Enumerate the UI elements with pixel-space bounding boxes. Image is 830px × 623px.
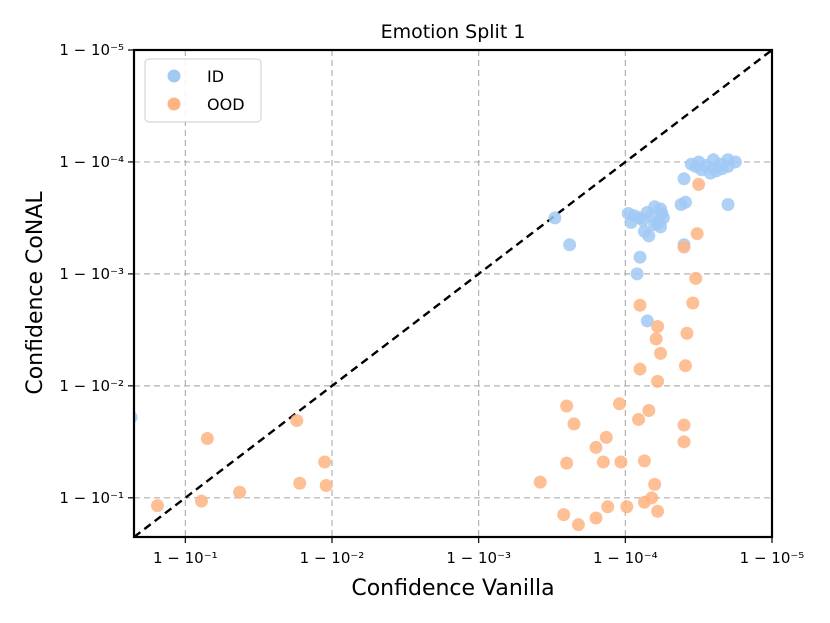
data-point-ood (194, 494, 208, 508)
data-point-ood (200, 431, 214, 445)
y-axis-ticks: 1 − 10⁻¹ 1 − 10⁻² 1 − 10⁻³ 1 − 10⁻⁴ 1 − 10⁻⁵ (59, 41, 134, 507)
legend-marker-ood (167, 97, 181, 111)
x-tick-label: 1 − 10⁻⁵ (740, 549, 805, 567)
data-point-ood (589, 440, 603, 454)
data-point-id (715, 162, 729, 176)
y-tick-label: 1 − 10⁻³ (59, 265, 124, 283)
x-tick-label: 1 − 10⁻² (300, 549, 365, 567)
y-tick-label: 1 − 10⁻² (59, 377, 124, 395)
data-point-ood (290, 414, 304, 428)
plot-frame (132, 48, 774, 539)
data-point-ood (571, 518, 585, 532)
data-point-ood (637, 454, 651, 468)
data-point-ood (150, 499, 164, 513)
data-point-id (563, 238, 577, 252)
data-point-ood (567, 417, 581, 431)
data-point-id (630, 267, 644, 281)
data-point-ood (690, 227, 704, 241)
data-point-ood (651, 504, 665, 518)
legend-label-ood: OOD (207, 95, 245, 114)
data-point-ood (686, 296, 700, 310)
data-point-ood (633, 362, 647, 376)
data-point-ood (633, 298, 647, 312)
data-point-ood (677, 240, 691, 254)
series-id (134, 153, 742, 424)
x-tick-label: 1 − 10⁻¹ (153, 549, 218, 567)
diagonal-layer (134, 50, 772, 537)
gridlines (134, 50, 772, 537)
data-point-ood (614, 455, 628, 469)
data-point-id (677, 172, 691, 186)
legend: ID OOD (144, 58, 262, 123)
data-point-ood (560, 399, 574, 413)
data-point-id (703, 166, 717, 180)
data-point-ood (677, 418, 691, 432)
chart-title: Emotion Split 1 (381, 21, 526, 43)
x-axis-title: Confidence Vanilla (351, 576, 554, 601)
data-point-id (654, 220, 668, 234)
data-point-ood (557, 508, 571, 522)
legend-marker-id (167, 69, 181, 83)
data-point-ood (620, 500, 634, 514)
diagonal-reference-line (134, 50, 772, 537)
data-point-ood (648, 477, 662, 491)
data-point-ood (654, 346, 668, 360)
data-point-ood (612, 397, 626, 411)
x-axis-ticks: 1 − 10⁻¹ 1 − 10⁻² 1 − 10⁻³ 1 − 10⁻⁴ 1 − 10⁻⁵ (153, 537, 804, 567)
data-point-id (640, 314, 654, 328)
data-point-ood (692, 177, 706, 191)
data-point-id (689, 159, 703, 173)
data-point-ood (599, 430, 613, 444)
data-point-ood (642, 403, 656, 417)
data-point-ood (319, 479, 333, 493)
data-point-id (548, 211, 562, 225)
data-point-ood (651, 374, 665, 388)
data-point-ood (560, 456, 574, 470)
y-tick-label: 1 − 10⁻¹ (59, 489, 124, 507)
data-point-ood (678, 359, 692, 373)
data-point-ood (677, 435, 691, 449)
data-point-ood (651, 320, 665, 334)
data-point-ood (318, 455, 332, 469)
data-points (134, 153, 742, 532)
x-tick-label: 1 − 10⁻⁴ (593, 549, 658, 567)
data-point-ood (293, 476, 307, 490)
data-point-ood (233, 485, 247, 499)
data-point-id (678, 195, 692, 209)
data-point-ood (637, 495, 651, 509)
data-point-ood (632, 412, 646, 426)
legend-label-id: ID (207, 67, 224, 86)
data-point-id (721, 197, 735, 211)
data-point-id (627, 209, 641, 223)
data-point-ood (601, 500, 615, 514)
data-point-ood (689, 271, 703, 285)
data-point-ood (649, 332, 663, 346)
data-point-ood (589, 511, 603, 525)
data-point-id (642, 229, 656, 243)
y-tick-label: 1 − 10⁻⁵ (59, 41, 124, 59)
data-point-ood (680, 326, 694, 340)
data-point-ood (596, 455, 610, 469)
data-point-id (633, 250, 647, 264)
data-point-ood (533, 475, 547, 489)
y-tick-label: 1 − 10⁻⁴ (59, 153, 124, 171)
series-ood (150, 177, 706, 532)
x-tick-label: 1 − 10⁻³ (446, 549, 511, 567)
y-axis-title: Confidence CoNAL (23, 191, 48, 395)
